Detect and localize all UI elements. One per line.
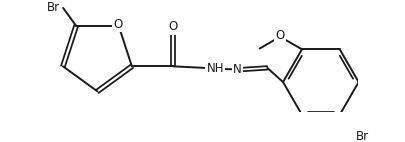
Text: O: O	[275, 29, 284, 42]
Text: O: O	[113, 18, 122, 31]
Text: N: N	[232, 63, 241, 76]
Text: Br: Br	[355, 130, 368, 142]
Text: O: O	[168, 20, 177, 33]
Text: NH: NH	[206, 62, 224, 75]
Text: Br: Br	[47, 1, 60, 14]
